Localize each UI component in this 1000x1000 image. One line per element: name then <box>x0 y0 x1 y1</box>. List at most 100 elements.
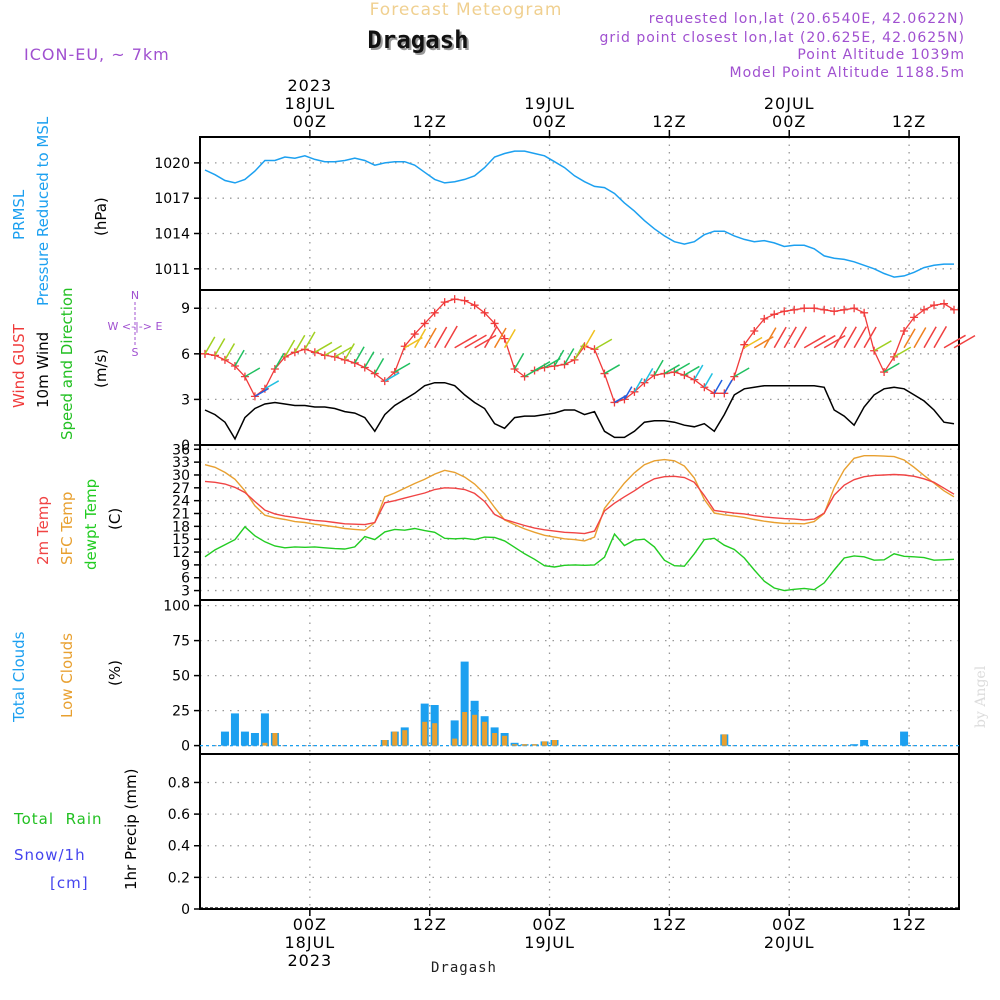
gust-marker <box>500 334 509 343</box>
y-tick-label: 1011 <box>154 262 190 278</box>
gust-marker <box>300 345 309 354</box>
wind-unit: (m/s) <box>92 349 110 388</box>
time-label: 12Z <box>652 915 686 934</box>
wind-arrow <box>224 343 236 361</box>
wind10-line <box>204 381 955 441</box>
time-label: 12Z <box>413 915 447 934</box>
total-cloud-bar <box>240 731 249 746</box>
time-label: 00Z <box>772 112 806 131</box>
gust-marker <box>220 355 229 364</box>
low-clouds-label: Low Clouds <box>58 633 76 718</box>
precip-labels: Total Rain Snow/1h [cm] 1hr Precip (mm) <box>13 769 140 892</box>
time-label: 00Z <box>293 112 327 131</box>
model-altitude: Model Point Altitude 1188.5m <box>730 65 965 81</box>
low-cloud-bar <box>532 744 538 746</box>
wind10-label: 10m Wind <box>34 332 52 408</box>
y-tick-label: 24 <box>172 494 190 510</box>
wind-arrow <box>903 328 916 349</box>
wind-arrow <box>534 360 551 372</box>
wind-arrow <box>284 339 296 358</box>
speed-dir-label: Speed and Direction <box>58 287 76 440</box>
sfc-label: SFC Temp <box>58 492 76 565</box>
gust-marker <box>630 387 639 396</box>
wind-arrow <box>803 334 826 349</box>
wind-arrow <box>314 341 333 353</box>
wind-arrow <box>763 327 777 349</box>
low-cloud-bar <box>721 734 727 746</box>
precip-unit: 1hr Precip (mm) <box>122 769 140 890</box>
gust-marker <box>820 305 829 314</box>
wind-arrow <box>434 326 448 349</box>
wind-arrow <box>723 379 733 394</box>
y-tick-label: 0.4 <box>168 839 190 855</box>
gust-marker <box>950 305 959 314</box>
total-cloud-bar <box>220 731 229 746</box>
wind-arrow <box>653 359 664 376</box>
y-tick-label: 6 <box>181 571 190 587</box>
low-cloud-bar <box>462 712 468 746</box>
gust-marker <box>760 314 769 323</box>
wind-arrow <box>553 349 565 367</box>
gust-marker <box>860 308 869 317</box>
y-tick-label: 9 <box>181 301 190 317</box>
wind-arrow <box>643 367 654 384</box>
total-cloud-bar <box>510 742 519 746</box>
gust-marker <box>520 372 529 381</box>
wind-arrow <box>953 334 976 349</box>
low-cloud-bar <box>272 733 278 746</box>
wind-arrow <box>483 326 498 349</box>
wind-arrow <box>693 364 704 381</box>
wind-arrow <box>833 326 847 349</box>
wind-arrow <box>234 349 245 367</box>
low-cloud-bar <box>542 741 548 746</box>
precip-panel: 0.8 0.6 0.4 0.2 0 <box>168 753 960 918</box>
cloud-labels: Total Clouds Low Clouds (%) <box>10 631 124 723</box>
wind-arrow <box>893 346 912 358</box>
gust-line <box>204 298 955 404</box>
low-cloud-bar <box>502 735 508 746</box>
total-cloud-bar <box>850 744 859 746</box>
y-tick-label: 75 <box>172 634 190 650</box>
wind-arrow <box>614 394 628 404</box>
y-tick-label: 100 <box>163 599 190 615</box>
t2m-line <box>204 473 955 535</box>
gust-marker <box>830 307 839 316</box>
y-tick-label: 1014 <box>154 227 190 243</box>
time-label: 2023 <box>287 951 332 970</box>
gust-marker <box>920 305 929 314</box>
wind-arrow <box>384 372 400 382</box>
y-tick-label: 0 <box>181 902 190 918</box>
gust-marker <box>940 299 949 308</box>
wind-arrow <box>683 365 700 376</box>
wind-arrow <box>254 388 269 398</box>
low-cloud-bar <box>522 744 528 746</box>
wind-arrow <box>793 326 807 349</box>
rain-label: Total Rain <box>13 810 103 828</box>
dewpt-line <box>204 525 955 592</box>
y-tick-label: 36 <box>172 442 190 458</box>
gust-marker <box>340 355 349 364</box>
y-tick-label: 25 <box>172 704 190 720</box>
gust-marker <box>450 295 459 304</box>
wind-arrow <box>773 326 787 349</box>
low-cloud-bar <box>472 714 478 746</box>
point-altitude: Point Altitude 1039m <box>797 47 965 63</box>
time-label: 20JUL <box>764 933 815 952</box>
gust-marker <box>730 372 739 381</box>
y-tick-label: 0 <box>181 739 190 755</box>
wind-arrow <box>444 325 458 349</box>
wind-arrow <box>334 346 352 358</box>
watermark: by Angel <box>973 665 989 728</box>
wind-arrow <box>843 326 857 349</box>
gust-marker <box>420 319 429 328</box>
wind-arrow <box>823 334 846 349</box>
snow-label: Snow/1h <box>14 846 86 864</box>
time-label: 00Z <box>772 915 806 934</box>
wind-arrow <box>604 364 621 375</box>
wind-arrow <box>364 351 375 368</box>
pressure-line <box>204 150 954 278</box>
gust-marker <box>640 378 649 387</box>
wind-arrow <box>664 364 680 375</box>
pressure-panel: 1020 1017 1014 1011 <box>154 136 960 291</box>
